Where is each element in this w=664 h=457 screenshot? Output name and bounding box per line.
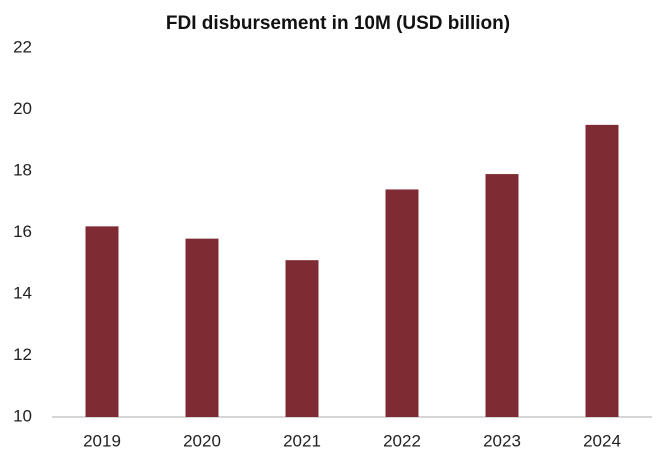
chart-title: FDI disbursement in 10M (USD billion) [166, 13, 510, 34]
y-tick-label: 12 [13, 345, 32, 364]
y-tick-label: 18 [13, 160, 32, 179]
y-tick-label: 16 [13, 222, 32, 241]
x-tick-label: 2024 [583, 431, 621, 450]
bar [385, 189, 419, 417]
x-tick-label: 2022 [383, 431, 421, 450]
y-tick-label: 22 [13, 37, 32, 56]
x-tick-label: 2021 [283, 431, 321, 450]
bar [485, 174, 519, 417]
y-tick-label: 20 [13, 99, 32, 118]
x-tick-label: 2023 [483, 431, 521, 450]
y-tick-label: 14 [13, 283, 32, 302]
y-tick-label: 10 [13, 406, 32, 425]
bar [585, 124, 619, 417]
bar [285, 260, 319, 417]
bar [85, 226, 119, 417]
bar [185, 238, 219, 417]
x-tick-label: 2019 [83, 431, 121, 450]
x-tick-label: 2020 [183, 431, 221, 450]
